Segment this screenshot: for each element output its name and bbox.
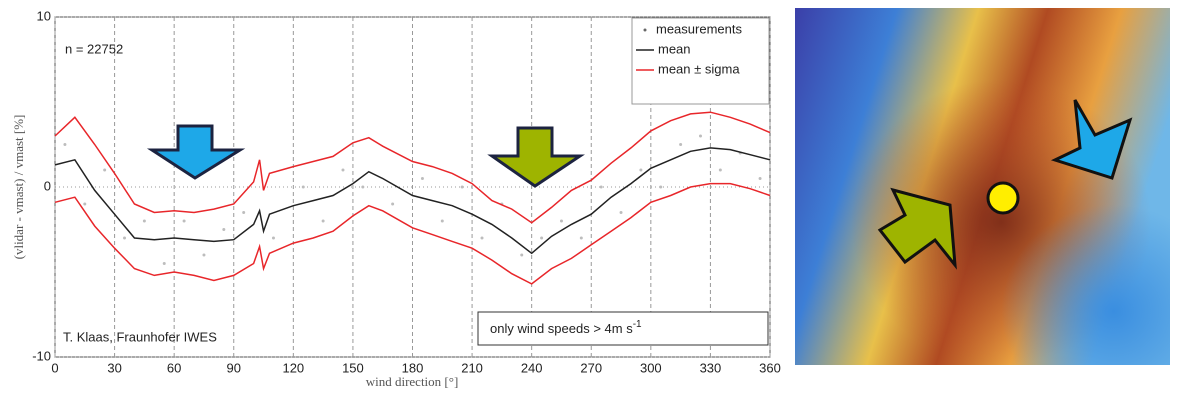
measurement-point bbox=[481, 237, 484, 240]
count-label: n = 22752 bbox=[65, 41, 123, 56]
x-tick-label: 180 bbox=[402, 360, 424, 375]
legend-label: mean ± sigma bbox=[658, 61, 740, 76]
measurement-point bbox=[183, 220, 186, 223]
x-tick-label: 240 bbox=[521, 360, 543, 375]
measurement-point bbox=[272, 237, 275, 240]
measurement-point bbox=[103, 169, 106, 172]
chart: n = 22752 T. Klaas, Fraunhofer IWES only… bbox=[0, 0, 1179, 393]
measurement-point bbox=[391, 203, 394, 206]
measurement-point bbox=[679, 143, 682, 146]
measurement-point bbox=[699, 135, 702, 138]
site-marker bbox=[988, 183, 1018, 213]
measurement-point bbox=[540, 237, 543, 240]
measurement-point bbox=[163, 262, 166, 265]
x-tick-label: 360 bbox=[759, 360, 781, 375]
measurement-point bbox=[759, 177, 762, 180]
measurement-point bbox=[83, 203, 86, 206]
x-tick-label: 270 bbox=[580, 360, 602, 375]
author-label: T. Klaas, Fraunhofer IWES bbox=[63, 329, 217, 344]
measurement-point bbox=[580, 237, 583, 240]
x-tick-label: 330 bbox=[700, 360, 722, 375]
measurement-point bbox=[421, 177, 424, 180]
measurement-point bbox=[560, 220, 563, 223]
legend-marker bbox=[644, 29, 647, 32]
x-axis-label: wind direction [°] bbox=[366, 374, 459, 389]
legend-label: measurements bbox=[656, 21, 742, 36]
measurement-point bbox=[659, 186, 662, 189]
map bbox=[795, 8, 1170, 365]
measurement-point bbox=[143, 220, 146, 223]
measurement-point bbox=[361, 186, 364, 189]
note-label: only wind speeds > 4m s-1 bbox=[490, 319, 642, 337]
measurement-point bbox=[620, 211, 623, 214]
measurement-point bbox=[441, 220, 444, 223]
measurement-point bbox=[63, 143, 66, 146]
x-tick-label: 30 bbox=[107, 360, 121, 375]
measurement-point bbox=[302, 186, 305, 189]
y-tick-label: 10 bbox=[37, 8, 51, 23]
measurement-point bbox=[461, 186, 464, 189]
measurement-point bbox=[639, 169, 642, 172]
measurement-point bbox=[242, 211, 245, 214]
y-tick-label: -10 bbox=[32, 348, 51, 363]
x-tick-label: 210 bbox=[461, 360, 483, 375]
measurement-point bbox=[719, 169, 722, 172]
measurement-point bbox=[520, 254, 523, 257]
measurement-point bbox=[600, 186, 603, 189]
measurement-point bbox=[123, 237, 126, 240]
x-tick-label: 90 bbox=[227, 360, 241, 375]
measurement-point bbox=[202, 254, 205, 257]
measurement-point bbox=[341, 169, 344, 172]
terrain-shade bbox=[795, 8, 1170, 365]
x-tick-label: 120 bbox=[282, 360, 304, 375]
x-tick-label: 300 bbox=[640, 360, 662, 375]
measurement-point bbox=[322, 220, 325, 223]
y-axis-label: (vlidar - vmast) / vmast [%] bbox=[11, 115, 26, 260]
x-tick-label: 60 bbox=[167, 360, 181, 375]
legend-label: mean bbox=[658, 41, 691, 56]
measurement-point bbox=[222, 228, 225, 231]
x-tick-label: 0 bbox=[51, 360, 58, 375]
x-tick-label: 150 bbox=[342, 360, 364, 375]
y-tick-label: 0 bbox=[44, 178, 51, 193]
